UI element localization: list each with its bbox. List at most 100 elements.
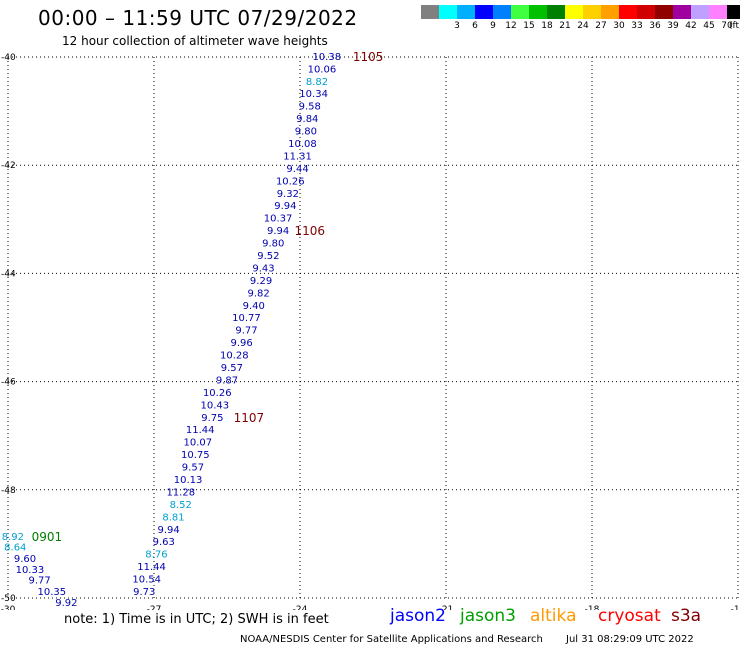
legend-label: 70: [721, 21, 733, 31]
satellite-s3a: s3a: [671, 606, 702, 626]
wave-height-label: 9.43: [252, 263, 274, 274]
wave-height-label: 10.07: [183, 438, 212, 449]
wave-height-label: 9.75: [201, 413, 223, 424]
lat-tick-label: -48: [1, 486, 16, 496]
legend-label: 36: [649, 21, 661, 31]
legend-label: 21: [559, 21, 571, 31]
wave-height-label: 10.06: [308, 64, 337, 75]
wave-height-label: 10.13: [174, 475, 203, 486]
lon-tick-label: -15: [731, 605, 740, 610]
pass-time-label: 0901: [32, 530, 63, 544]
wave-height-label: 9.94: [157, 525, 179, 536]
wave-height-label: 9.73: [133, 587, 155, 598]
legend-unit: (ft): [729, 21, 740, 31]
wave-height-label: 10.35: [37, 587, 66, 598]
wave-height-label: 8.52: [170, 500, 192, 511]
legend-swatch: [529, 5, 547, 19]
pass-time-label: 1106: [294, 224, 325, 238]
lon-tick-label: -21: [439, 605, 454, 610]
legend-swatch: [475, 5, 493, 19]
legend-label: 33: [631, 21, 643, 31]
generated-timestamp: Jul 31 08:29:09 UTC 2022: [566, 634, 694, 645]
wave-height-label: 8.92: [2, 532, 24, 543]
lat-tick-label: -42: [1, 161, 16, 171]
wave-height-label: 10.37: [264, 214, 293, 225]
legend-swatch: [691, 5, 709, 19]
wave-height-label: 9.63: [153, 537, 175, 548]
legend-swatch: [655, 5, 673, 19]
wave-height-label: 9.52: [257, 251, 279, 262]
lon-tick-label: -27: [147, 605, 162, 610]
wave-height-label: 9.94: [267, 226, 289, 237]
wave-height-label: 9.40: [243, 301, 265, 312]
footer-note: note: 1) Time is in UTC; 2) SWH is in fe…: [64, 612, 329, 627]
legend-label: 42: [685, 21, 697, 31]
legend-label: 9: [490, 21, 496, 31]
wave-height-label: 9.29: [250, 276, 272, 287]
legend-swatch: [565, 5, 583, 19]
pass-time-label: 1105: [353, 50, 384, 64]
legend-label: 39: [667, 21, 679, 31]
legend-label: 30: [613, 21, 625, 31]
wave-height-label: 11.44: [137, 562, 166, 573]
wave-height-label: 9.44: [286, 164, 308, 175]
lon-tick-label: -18: [585, 605, 600, 610]
wave-height-map: -30 -27 -24 -21 -18 -15 -40 -42 -44 -46 -48 -50 10.3…: [1, 50, 740, 610]
wave-height-label: 8.82: [306, 77, 328, 88]
legend-swatch: [511, 5, 529, 19]
map-subtitle: 12 hour collection of altimeter wave hei…: [62, 34, 328, 48]
lat-tick-label: -40: [1, 53, 16, 63]
wave-height-label: 9.96: [230, 338, 252, 349]
legend-label: 45: [703, 21, 715, 31]
legend-swatch: [601, 5, 619, 19]
legend-swatch: [493, 5, 511, 19]
satellite-altika: altika: [530, 606, 577, 626]
wave-height-label: 9.57: [221, 363, 243, 374]
wave-height-label: 9.92: [55, 598, 77, 609]
satellite-jason2: jason2: [390, 606, 446, 626]
legend-label: 6: [472, 21, 478, 31]
wave-height-label: 8.64: [4, 543, 26, 554]
lon-tick-label: -24: [293, 605, 308, 610]
wave-height-label: 9.80: [295, 127, 317, 138]
wave-height-label: 9.77: [29, 576, 51, 587]
legend-swatch: [727, 5, 740, 19]
wave-height-label: 9.77: [235, 326, 257, 337]
wave-height-label: 10.77: [232, 313, 261, 324]
lat-tick-label: -46: [1, 378, 16, 388]
legend-swatch: [673, 5, 691, 19]
satellite-cryosat: cryosat: [598, 606, 661, 626]
wave-height-label: 10.26: [276, 176, 305, 187]
legend-label: 27: [595, 21, 607, 31]
wave-height-label: 10.26: [203, 388, 232, 399]
wave-height-label: 10.34: [299, 89, 328, 100]
legend-label: 12: [505, 21, 517, 31]
wave-height-label: 9.57: [182, 463, 204, 474]
wave-height-label: 9.94: [274, 201, 296, 212]
legend-swatch: [457, 5, 475, 19]
wave-height-label: 11.44: [186, 425, 215, 436]
wave-height-label: 10.75: [181, 450, 210, 461]
wave-height-label: 9.84: [296, 114, 318, 125]
wave-height-label: 10.28: [220, 351, 249, 362]
wave-height-label: 8.81: [162, 512, 184, 523]
pass-time-label: 1107: [234, 411, 265, 425]
lat-tick-label: -44: [1, 269, 16, 279]
wave-height-label: 10.38: [312, 52, 341, 63]
legend-swatch: [547, 5, 565, 19]
legend-swatch: [709, 5, 727, 19]
wave-height-label: 8.76: [145, 550, 167, 561]
wave-height-label: 10.08: [288, 139, 317, 150]
wave-height-label: 10.54: [132, 575, 161, 586]
wave-height-label: 11.31: [283, 151, 312, 162]
legend-swatch: [619, 5, 637, 19]
legend-swatch: [637, 5, 655, 19]
wave-height-label: 9.87: [216, 375, 238, 386]
wave-height-label: 10.33: [16, 565, 45, 576]
lon-tick-label: -30: [1, 605, 16, 610]
map-title: 00:00 – 11:59 UTC 07/29/2022: [38, 6, 358, 30]
legend-label: 3: [454, 21, 460, 31]
satellite-jason3: jason3: [460, 606, 516, 626]
legend-label: 18: [541, 21, 553, 31]
legend-swatch: [439, 5, 457, 19]
